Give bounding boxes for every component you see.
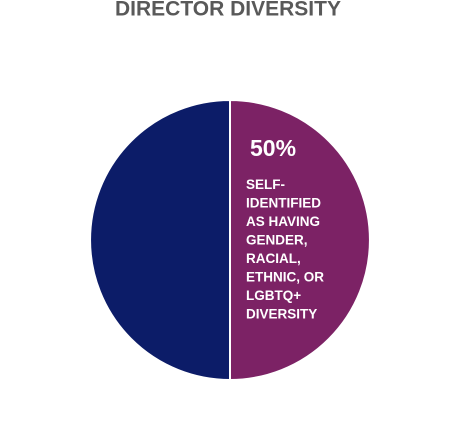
pie-slice [89,98,231,382]
chart-title: DIRECTOR DIVERSITY [115,0,341,21]
pie-slice [229,98,371,382]
slice-value-label: 50% [250,135,296,161]
slice-label: SELF-IDENTIFIED AS HAVING GENDER, RACIAL, ET… [246,177,324,322]
